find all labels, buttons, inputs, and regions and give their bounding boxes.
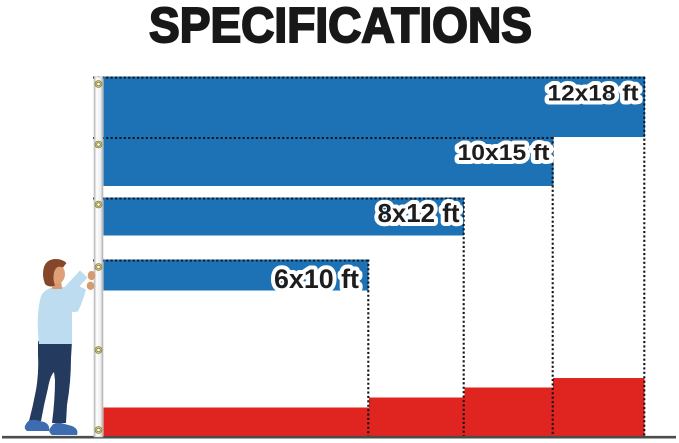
svg-text:12x18 ft: 12x18 ft	[548, 81, 640, 106]
svg-text:SPECIFICATIONS: SPECIFICATIONS	[149, 0, 532, 53]
svg-text:6x10 ft: 6x10 ft	[274, 264, 359, 294]
svg-text:10x15 ft: 10x15 ft	[458, 140, 551, 165]
svg-text:8x12 ft: 8x12 ft	[378, 198, 460, 228]
